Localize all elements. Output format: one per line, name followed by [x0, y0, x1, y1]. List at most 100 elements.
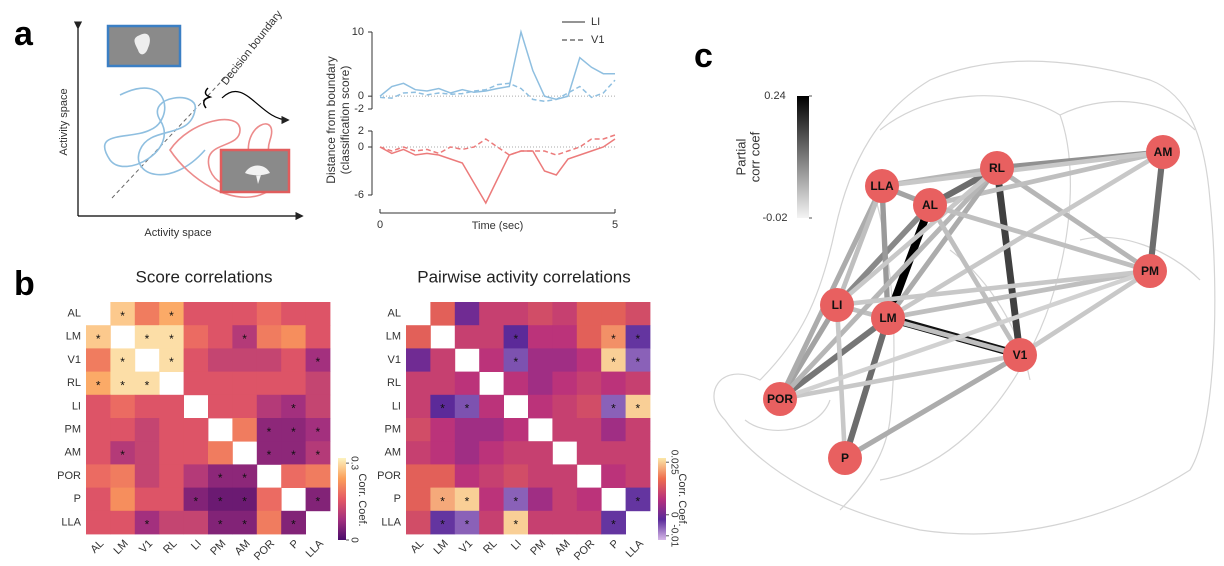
heatmap-cell — [577, 511, 602, 535]
heatmap-cell — [184, 511, 209, 535]
col-label: AM — [233, 538, 253, 558]
row-label: AL — [68, 308, 81, 320]
heatmap-cell — [281, 348, 306, 372]
heatmap-cell — [184, 372, 209, 396]
heatmap-cell — [626, 441, 651, 465]
heatmap-title: Pairwise activity correlations — [417, 267, 631, 286]
heatmap-cell — [257, 348, 282, 372]
significance-star: * — [611, 332, 616, 346]
col-label: PM — [528, 538, 548, 558]
node-label: LM — [879, 311, 896, 325]
significance-star: * — [242, 471, 247, 485]
col-label: RL — [161, 538, 179, 556]
row-label: PM — [385, 424, 402, 436]
significance-star: * — [291, 402, 296, 416]
y-tick-label: 10 — [352, 26, 364, 38]
colorbar-tick-label: 0.3 — [348, 456, 359, 470]
heatmap-cell — [528, 511, 553, 535]
node-label: P — [841, 451, 849, 465]
heatmap-cell — [552, 418, 577, 442]
significance-star: * — [513, 355, 518, 369]
heatmap-cell — [86, 464, 111, 488]
heatmap-cell — [159, 464, 184, 488]
row-label: RL — [387, 377, 401, 389]
significance-star: * — [193, 494, 198, 508]
heatmap-cell — [552, 348, 577, 372]
heatmap-cell — [552, 302, 577, 326]
schematic — [78, 26, 302, 216]
heatmap-cell — [601, 418, 626, 442]
heatmap-cell — [528, 441, 553, 465]
colorbar — [658, 458, 666, 540]
heatmap-cell — [406, 488, 431, 512]
heatmap-cell — [306, 464, 331, 488]
colorbar-tick-label: 0.24 — [764, 90, 785, 102]
heatmap-cell — [455, 464, 480, 488]
heatmap-cell — [577, 302, 602, 326]
colorbar — [338, 458, 346, 540]
significance-star: * — [145, 518, 150, 532]
heatmap-cell — [504, 302, 529, 326]
figure: a b c Activity space Activity space Deci… — [0, 0, 1224, 566]
legend-label: V1 — [591, 34, 604, 46]
heatmap-cell — [110, 395, 135, 419]
heatmap-cell — [406, 348, 431, 372]
series-line — [380, 135, 615, 155]
colorbar — [797, 96, 809, 218]
heatmap-cell — [601, 464, 626, 488]
heatmap-cell — [86, 418, 111, 442]
heatmap-cell — [110, 511, 135, 535]
node-label: AM — [1154, 145, 1173, 159]
significance-star: * — [635, 494, 640, 508]
col-label: AL — [88, 538, 106, 556]
significance-star: * — [315, 355, 320, 369]
x-axis-label: Time (sec) — [472, 220, 524, 232]
heatmap-cell — [208, 441, 233, 465]
col-label: LLA — [304, 537, 327, 560]
heatmap-cell — [208, 325, 233, 349]
heatmap-cell — [406, 372, 431, 396]
col-label: LM — [111, 538, 130, 557]
significance-star: * — [145, 378, 150, 392]
row-label: V1 — [388, 354, 401, 366]
y-axis-label: Distance from boundary — [324, 56, 338, 183]
col-label: V1 — [137, 538, 155, 556]
heatmap-cell — [135, 395, 160, 419]
significance-star: * — [120, 448, 125, 462]
heatmap-cell — [528, 464, 553, 488]
col-label: P — [608, 538, 622, 552]
heatmap-cell — [159, 418, 184, 442]
network-edge — [882, 152, 1163, 186]
heatmap-cell — [159, 441, 184, 465]
significance-star: * — [315, 448, 320, 462]
heatmap-cell — [479, 395, 504, 419]
heatmap-cell — [257, 325, 282, 349]
heatmap-cell — [430, 348, 455, 372]
heatmap-cell — [504, 464, 529, 488]
significance-star: * — [635, 402, 640, 416]
heatmap-cell — [504, 418, 529, 442]
col-label: P — [288, 538, 302, 552]
heatmap-cell — [281, 464, 306, 488]
panel-label: a — [14, 15, 34, 53]
row-label: LLA — [381, 516, 401, 528]
heatmap-cell — [184, 464, 209, 488]
heatmap-cell — [430, 464, 455, 488]
heatmap-cell — [455, 325, 480, 349]
significance-star: * — [291, 425, 296, 439]
significance-star: * — [465, 494, 470, 508]
heatmap-cell — [306, 372, 331, 396]
heatmap-cell — [306, 325, 331, 349]
heatmap-cell — [528, 372, 553, 396]
heatmap-cell — [577, 488, 602, 512]
heatmap-cell — [184, 302, 209, 326]
heatmap-cell — [406, 464, 431, 488]
significance-star: * — [218, 518, 223, 532]
significance-star: * — [120, 378, 125, 392]
heatmap-cell — [577, 372, 602, 396]
heatmap-cell — [455, 418, 480, 442]
colorbar-label: Corr. Coef. — [676, 473, 688, 526]
col-label: AL — [408, 538, 426, 556]
heatmap-cell — [528, 395, 553, 419]
heatmap-cell — [184, 418, 209, 442]
